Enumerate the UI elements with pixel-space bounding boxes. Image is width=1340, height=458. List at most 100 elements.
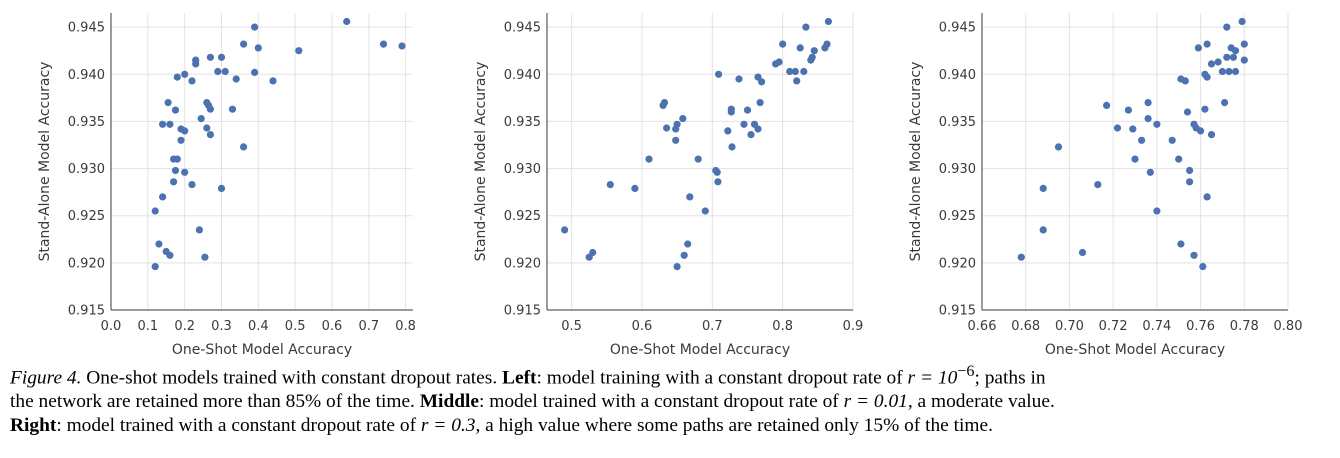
data-point — [724, 127, 732, 135]
data-point — [756, 99, 764, 107]
data-point — [606, 181, 614, 189]
x-axis-label: One-Shot Model Accuracy — [172, 342, 352, 358]
data-point — [166, 120, 174, 128]
caption-right-text-b: , a high value where some paths are reta… — [475, 415, 993, 437]
data-point — [240, 143, 248, 151]
data-point — [197, 115, 205, 123]
data-point — [1113, 124, 1122, 132]
data-point — [206, 53, 214, 61]
data-point — [673, 263, 681, 271]
data-point — [1221, 99, 1229, 107]
x-axis-label: One-Shot Model Accuracy — [610, 342, 790, 358]
data-point — [177, 136, 185, 144]
y-tick-label: 0.935 — [68, 115, 105, 130]
data-point — [673, 120, 681, 128]
data-point — [188, 181, 196, 189]
caption-middle-text-b: , a moderate value. — [907, 391, 1055, 413]
y-tick-label: 0.945 — [504, 21, 541, 36]
data-point — [379, 40, 388, 48]
figure-label: Figure 4. — [10, 367, 82, 389]
data-point — [1039, 226, 1047, 234]
data-point — [786, 67, 794, 76]
x-tick-label: 0.7 — [702, 319, 723, 334]
data-point — [217, 53, 226, 61]
y-tick-label: 0.940 — [504, 68, 541, 83]
x-tick-label: 0.8 — [395, 319, 416, 334]
data-point — [1177, 240, 1185, 248]
data-point — [269, 77, 277, 85]
data-point — [1103, 101, 1111, 109]
data-point — [663, 124, 671, 132]
data-point — [735, 75, 743, 83]
data-point — [1144, 115, 1152, 123]
x-tick-label: 0.0 — [101, 319, 122, 334]
x-tick-label: 0.72 — [1099, 319, 1128, 334]
caption-line-1: Figure 4. One-shot models trained with c… — [10, 360, 1332, 390]
data-point — [808, 53, 816, 61]
data-point — [1225, 67, 1233, 76]
y-tick-label: 0.930 — [68, 162, 105, 177]
figure-charts: 0.915 0.920 0.925 0.930 0.935 0.940 0.945 0.0 0.… — [37, 13, 1302, 358]
data-point — [823, 40, 831, 48]
data-point — [166, 251, 174, 259]
data-point — [217, 184, 226, 192]
data-point — [713, 168, 721, 176]
data-point — [164, 99, 172, 107]
data-point — [1194, 44, 1202, 52]
y-axis-label: Stand-Alone Model Accuracy — [473, 62, 489, 262]
caption-line2-a: the network are retained more than 85% o… — [10, 391, 420, 413]
x-tick-label: 0.1 — [137, 319, 158, 334]
caption-right-label: Right — [10, 415, 57, 437]
data-point — [672, 136, 680, 144]
data-point — [1017, 253, 1025, 261]
data-point — [1078, 248, 1087, 257]
x-tick-label: 0.66 — [968, 319, 997, 334]
data-point — [747, 131, 755, 139]
data-point — [1231, 47, 1240, 55]
data-point — [645, 155, 653, 163]
data-point — [714, 178, 722, 186]
data-point — [1181, 77, 1189, 85]
x-axis-label: One-Shot Model Accuracy — [1045, 342, 1225, 358]
caption-right-text-a: : model trained with a constant dropout … — [56, 415, 421, 437]
data-point — [1146, 168, 1154, 176]
caption-middle-text-a: : model trained with a constant dropout … — [479, 391, 844, 413]
data-point — [1229, 53, 1237, 61]
data-point — [779, 40, 787, 48]
caption-intro: One-shot models trained with constant dr… — [81, 367, 503, 389]
x-tick-label: 0.9 — [843, 319, 864, 334]
data-point — [589, 248, 597, 257]
y-tick-label: 0.925 — [504, 209, 541, 224]
data-point — [151, 263, 159, 271]
data-point — [251, 23, 259, 31]
data-point — [1183, 108, 1192, 116]
y-tick-label: 0.930 — [504, 162, 541, 177]
y-tick-label: 0.925 — [68, 209, 105, 224]
y-tick-label: 0.920 — [939, 256, 976, 271]
data-point — [1201, 105, 1209, 113]
caption-left-rate: r = 10 — [907, 367, 958, 389]
x-tick-label: 0.78 — [1230, 319, 1259, 334]
data-point — [206, 131, 214, 139]
data-point — [1197, 127, 1205, 135]
data-point — [171, 166, 180, 175]
data-point — [754, 125, 762, 133]
x-tick-label: 0.7 — [358, 319, 379, 334]
data-point — [221, 67, 229, 76]
y-tick-label: 0.920 — [68, 256, 105, 271]
x-tick-label: 0.6 — [632, 319, 653, 334]
data-point — [686, 193, 694, 201]
data-point — [181, 127, 189, 135]
data-point — [796, 44, 804, 52]
data-point — [1203, 73, 1211, 81]
x-tick-label: 0.5 — [561, 319, 582, 334]
data-point — [802, 23, 810, 31]
data-point — [660, 99, 669, 107]
data-point — [1129, 125, 1137, 133]
data-point — [1207, 131, 1216, 139]
data-point — [254, 44, 262, 52]
y-tick-label: 0.930 — [939, 162, 976, 177]
y-tick-label: 0.915 — [504, 304, 541, 319]
x-tick-label: 0.5 — [285, 319, 306, 334]
data-point — [155, 240, 163, 248]
